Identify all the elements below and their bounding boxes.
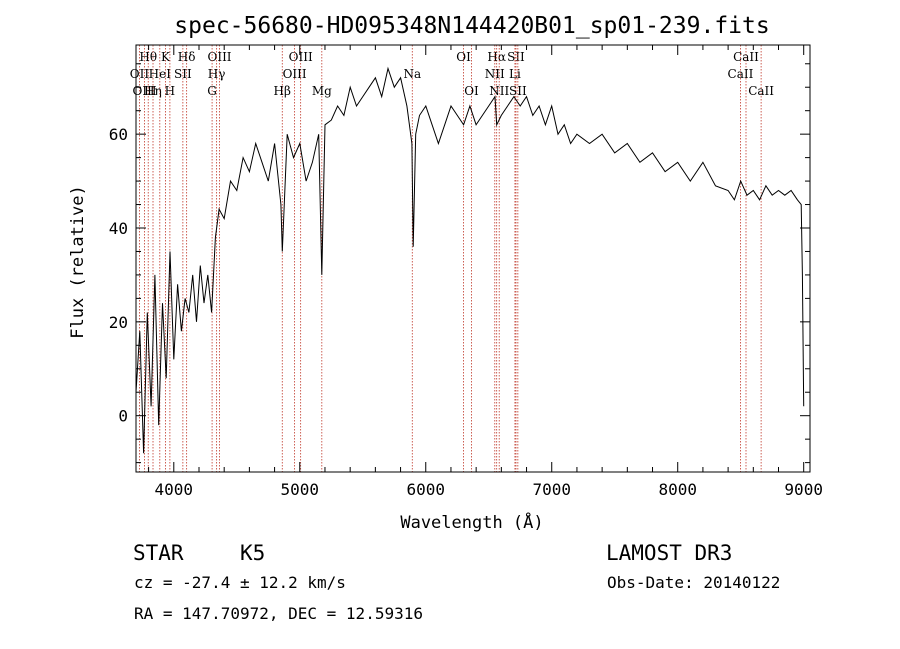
x-tick-label: 9000 bbox=[784, 480, 823, 499]
survey-label: LAMOST DR3 bbox=[606, 541, 732, 565]
obs-date: Obs-Date: 20140122 bbox=[607, 573, 780, 592]
spectral-line-label: K bbox=[161, 50, 171, 64]
spectral-line-label: Mg bbox=[312, 84, 332, 98]
y-tick-label: 20 bbox=[109, 313, 128, 332]
spectral-line-label: Hγ bbox=[208, 67, 226, 81]
star-subclass: K5 bbox=[240, 541, 265, 565]
y-tick-label: 0 bbox=[118, 407, 128, 426]
spectral-line-label: OIII bbox=[207, 50, 231, 64]
spectral-line-label: CaII bbox=[733, 50, 759, 64]
spectral-line-label: OIII bbox=[283, 67, 307, 81]
spectral-line-label: Na bbox=[403, 67, 421, 81]
plot-frame bbox=[135, 44, 811, 473]
spectral-line-label: Hβ bbox=[274, 84, 291, 98]
x-axis-label: Wavelength (Å) bbox=[400, 511, 543, 533]
y-tick-label: 60 bbox=[109, 125, 128, 144]
spectral-line-label: OI bbox=[464, 84, 479, 98]
spectral-line-label: Hδ bbox=[178, 50, 196, 64]
spectral-line-label: CaII bbox=[728, 67, 754, 81]
cz-value: cz = -27.4 ± 12.2 km/s bbox=[134, 573, 346, 592]
spectral-line-label: NII bbox=[485, 67, 505, 81]
spectral-line-label: OI bbox=[456, 50, 471, 64]
spectral-line-label: NII bbox=[489, 84, 509, 98]
spectral-line-label: OII bbox=[130, 67, 150, 81]
spectral-line-label: HeI bbox=[149, 67, 172, 81]
chart-title: spec-56680-HD095348N144420B01_sp01-239.f… bbox=[174, 13, 769, 39]
coordinates: RA = 147.70972, DEC = 12.59316 bbox=[134, 604, 423, 623]
spectrum-line bbox=[135, 66, 805, 454]
spectral-line-label: SII bbox=[507, 50, 525, 64]
spectral-line-label: H bbox=[165, 84, 175, 98]
spectral-line-label: SII bbox=[174, 67, 192, 81]
spectral-line-label: Hα bbox=[487, 50, 506, 64]
spectral-line-label: G bbox=[207, 84, 217, 98]
x-tick-label: 6000 bbox=[406, 480, 445, 499]
spectral-line-label: SII bbox=[509, 84, 527, 98]
x-tick-label: 8000 bbox=[658, 480, 697, 499]
spectral-line-label: OIII bbox=[289, 50, 313, 64]
y-axis-label: Flux (relative) bbox=[68, 185, 88, 339]
spectral-line-label: Li bbox=[509, 67, 521, 81]
spectral-line-label: Hθ bbox=[139, 50, 157, 64]
x-tick-label: 4000 bbox=[155, 480, 194, 499]
y-tick-label: 40 bbox=[109, 219, 128, 238]
x-tick-label: 5000 bbox=[281, 480, 320, 499]
spectral-line-label: Hη bbox=[144, 84, 162, 98]
star-class: STAR bbox=[133, 541, 184, 565]
x-tick-label: 7000 bbox=[532, 480, 571, 499]
spectral-line-label: CaII bbox=[748, 84, 774, 98]
